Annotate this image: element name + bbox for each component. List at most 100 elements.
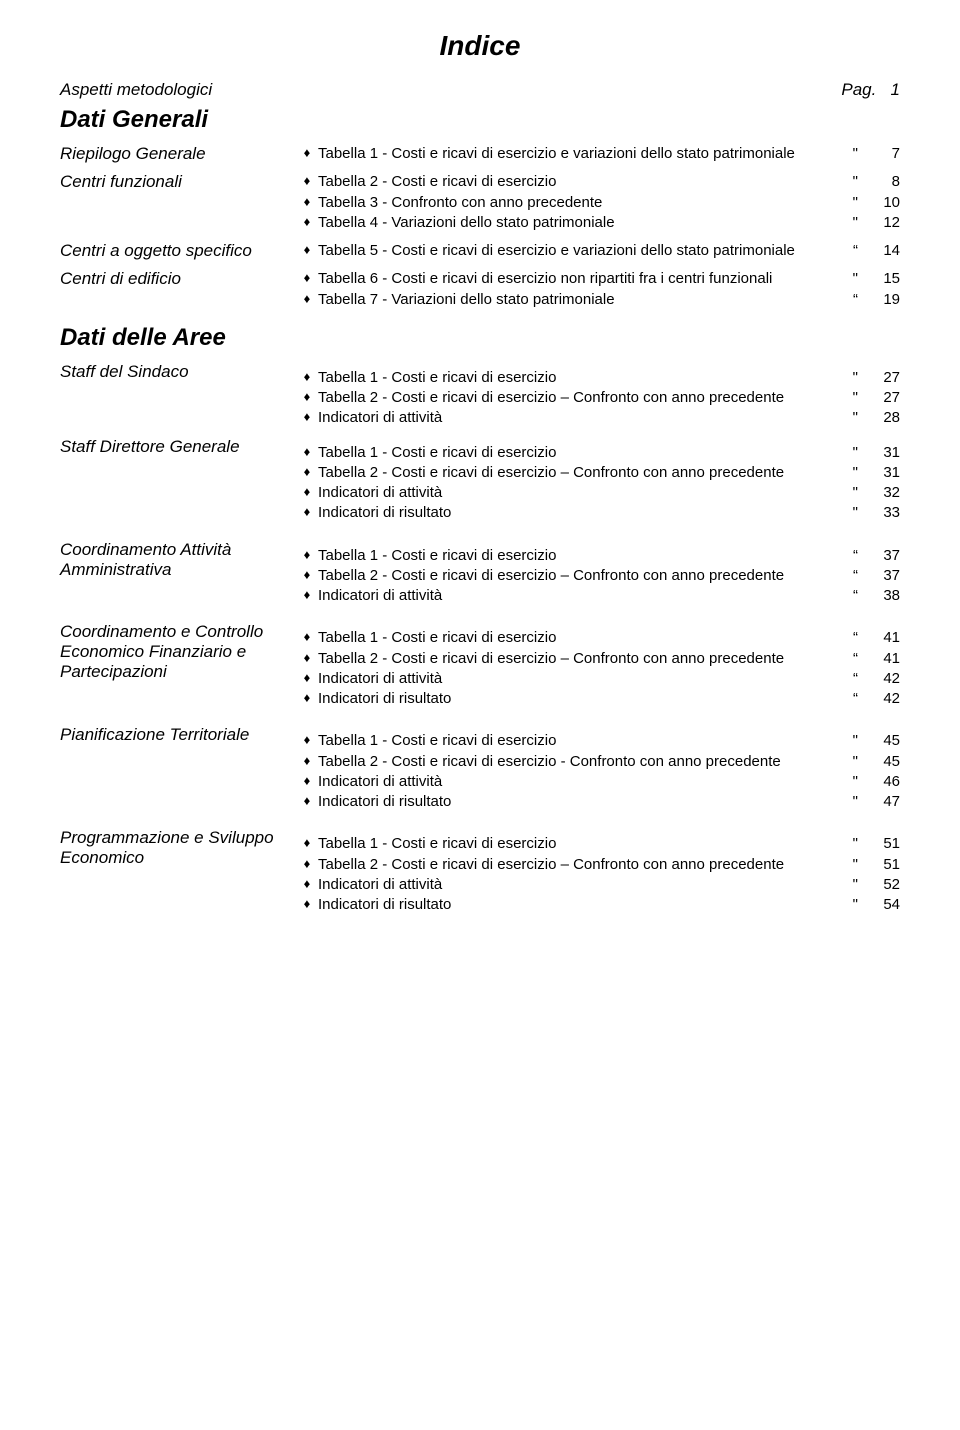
toc-mark: " xyxy=(832,388,866,408)
toc-page: 31 xyxy=(866,463,900,483)
bullet-icon: ♦ xyxy=(296,269,318,287)
toc-item: ♦Tabella 5 - Costi e ricavi di esercizio… xyxy=(296,241,900,261)
toc-mark: " xyxy=(832,855,866,875)
toc-item: ♦Tabella 4 - Variazioni dello stato patr… xyxy=(296,213,900,233)
toc-mark: " xyxy=(832,408,866,428)
label-centri-edificio: Centri di edificio xyxy=(60,269,296,289)
block-centri-funzionali: Centri funzionali ♦Tabella 2 - Costi e r… xyxy=(60,172,900,233)
toc-text: Tabella 7 - Variazioni dello stato patri… xyxy=(318,290,832,310)
bullet-icon: ♦ xyxy=(296,483,318,501)
items-centri-oggetto: ♦Tabella 5 - Costi e ricavi di esercizio… xyxy=(296,241,900,261)
toc-page: 14 xyxy=(866,241,900,261)
toc-page: 41 xyxy=(866,628,900,648)
toc-text: Indicatori di risultato xyxy=(318,895,832,915)
toc-mark: “ xyxy=(832,586,866,606)
toc-item: ♦Tabella 1 - Costi e ricavi di esercizio… xyxy=(296,628,900,648)
toc-page: 31 xyxy=(866,443,900,463)
bullet-icon: ♦ xyxy=(296,241,318,259)
label-coord-econ: Coordinamento e Controllo Economico Fina… xyxy=(60,622,296,682)
bullet-icon: ♦ xyxy=(296,586,318,604)
toc-text: Indicatori di risultato xyxy=(318,689,832,709)
toc-mark: " xyxy=(832,792,866,812)
block-coord-econ: Coordinamento e Controllo Economico Fina… xyxy=(60,622,900,709)
aspetti-label: Aspetti metodologici xyxy=(60,80,212,100)
label-staff-direttore: Staff Direttore Generale xyxy=(60,437,296,457)
toc-item: ♦Indicatori di attività“38 xyxy=(296,586,900,606)
label-centri-oggetto: Centri a oggetto specifico xyxy=(60,241,296,261)
toc-mark: " xyxy=(832,193,866,213)
toc-text: Tabella 1 - Costi e ricavi di esercizio xyxy=(318,443,832,463)
toc-page: 8 xyxy=(866,172,900,192)
toc-text: Tabella 2 - Costi e ricavi di esercizio … xyxy=(318,649,832,669)
block-staff-direttore: Staff Direttore Generale ♦Tabella 1 - Co… xyxy=(60,437,900,524)
toc-mark: “ xyxy=(832,689,866,709)
toc-item: ♦Tabella 2 - Costi e ricavi di esercizio… xyxy=(296,463,900,483)
toc-mark: " xyxy=(832,834,866,854)
toc-mark: " xyxy=(832,443,866,463)
toc-item: ♦Indicatori di risultato"54 xyxy=(296,895,900,915)
toc-page: 51 xyxy=(866,834,900,854)
toc-mark: " xyxy=(832,463,866,483)
toc-page: 52 xyxy=(866,875,900,895)
bullet-icon: ♦ xyxy=(296,388,318,406)
bullet-icon: ♦ xyxy=(296,443,318,461)
toc-mark: “ xyxy=(832,628,866,648)
toc-page: 10 xyxy=(866,193,900,213)
block-coord-amm: Coordinamento Attività Amministrativa ♦T… xyxy=(60,540,900,607)
toc-page: 54 xyxy=(866,895,900,915)
toc-item: ♦Indicatori di risultato"47 xyxy=(296,792,900,812)
toc-page: 12 xyxy=(866,213,900,233)
items-centri-funzionali: ♦Tabella 2 - Costi e ricavi di esercizio… xyxy=(296,172,900,233)
toc-item: ♦ Tabella 1 - Costi e ricavi di esercizi… xyxy=(296,144,900,164)
toc-page: 45 xyxy=(866,752,900,772)
toc-item: ♦Indicatori di attività"32 xyxy=(296,483,900,503)
toc-item: ♦Tabella 1 - Costi e ricavi di esercizio… xyxy=(296,443,900,463)
toc-item: ♦Tabella 1 - Costi e ricavi di esercizio… xyxy=(296,731,900,751)
page: Indice Aspetti metodologici Pag. 1 Dati … xyxy=(0,0,960,1430)
bullet-icon: ♦ xyxy=(296,689,318,707)
items-staff-sindaco: ♦Tabella 1 - Costi e ricavi di esercizio… xyxy=(296,362,900,429)
toc-item: ♦Tabella 1 - Costi e ricavi di esercizio… xyxy=(296,834,900,854)
top-page-ref: Pag. 1 xyxy=(841,80,900,100)
toc-item: ♦Tabella 2 - Costi e ricavi di esercizio… xyxy=(296,855,900,875)
toc-text: Tabella 2 - Costi e ricavi di esercizio … xyxy=(318,752,832,772)
toc-mark: " xyxy=(832,144,866,164)
toc-item: ♦Indicatori di risultato"33 xyxy=(296,503,900,523)
toc-text: Indicatori di risultato xyxy=(318,503,832,523)
bullet-icon: ♦ xyxy=(296,628,318,646)
items-riepilogo: ♦ Tabella 1 - Costi e ricavi di esercizi… xyxy=(296,144,900,164)
toc-page: 51 xyxy=(866,855,900,875)
toc-page: 15 xyxy=(866,269,900,289)
toc-page: 37 xyxy=(866,566,900,586)
toc-page: 27 xyxy=(866,368,900,388)
toc-text: Tabella 1 - Costi e ricavi di esercizio xyxy=(318,546,832,566)
toc-page: 42 xyxy=(866,689,900,709)
toc-text: Tabella 2 - Costi e ricavi di esercizio … xyxy=(318,388,832,408)
bullet-icon: ♦ xyxy=(296,792,318,810)
toc-page: 37 xyxy=(866,546,900,566)
toc-mark: " xyxy=(832,731,866,751)
toc-text: Tabella 2 - Costi e ricavi di esercizio xyxy=(318,172,832,192)
toc-text: Tabella 3 - Confronto con anno precedent… xyxy=(318,193,832,213)
toc-text: Indicatori di attività xyxy=(318,669,832,689)
document-title: Indice xyxy=(60,30,900,62)
toc-text: Indicatori di attività xyxy=(318,772,832,792)
toc-page: 42 xyxy=(866,669,900,689)
toc-item: ♦Tabella 7 - Variazioni dello stato patr… xyxy=(296,290,900,310)
bullet-icon: ♦ xyxy=(296,193,318,211)
toc-text: Tabella 6 - Costi e ricavi di esercizio … xyxy=(318,269,832,289)
toc-text: Tabella 1 - Costi e ricavi di esercizio xyxy=(318,628,832,648)
bullet-icon: ♦ xyxy=(296,731,318,749)
bullet-icon: ♦ xyxy=(296,772,318,790)
items-pianif-terr: ♦Tabella 1 - Costi e ricavi di esercizio… xyxy=(296,725,900,812)
bullet-icon: ♦ xyxy=(296,408,318,426)
toc-item: ♦Tabella 2 - Costi e ricavi di esercizio… xyxy=(296,566,900,586)
bullet-icon: ♦ xyxy=(296,172,318,190)
toc-item: ♦Indicatori di risultato“42 xyxy=(296,689,900,709)
toc-mark: " xyxy=(832,269,866,289)
toc-text: Tabella 4 - Variazioni dello stato patri… xyxy=(318,213,832,233)
bullet-icon: ♦ xyxy=(296,290,318,308)
toc-item: ♦Indicatori di attività"46 xyxy=(296,772,900,792)
items-coord-econ: ♦Tabella 1 - Costi e ricavi di esercizio… xyxy=(296,622,900,709)
bullet-icon: ♦ xyxy=(296,144,318,162)
